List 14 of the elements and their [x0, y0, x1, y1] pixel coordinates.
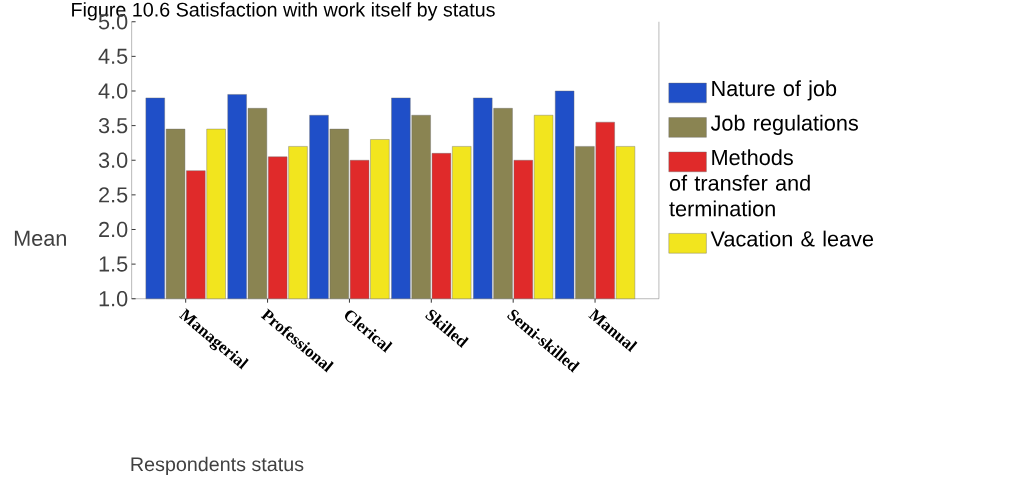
x-axis-title: Respondents status: [131, 456, 304, 476]
y-tick-label: 3.0: [98, 152, 128, 169]
y-tick-label: 3.5: [98, 118, 128, 134]
legend-label: Job regulations: [710, 114, 858, 136]
y-tick-label: 1.5: [99, 256, 128, 272]
y-tick-label: 2.0: [99, 221, 128, 238]
y-axis-title: Mean: [14, 230, 66, 247]
y-tick-label: 4.0: [98, 83, 128, 99]
legend-label: Methods of transfer and termination: [669, 149, 810, 217]
legend-label: Vacation & leave: [710, 230, 874, 247]
y-tick-label: 4.5: [98, 48, 128, 65]
y-tick-label: 1.0: [99, 291, 128, 307]
legend-label: Nature of job: [712, 80, 837, 101]
y-tick-label: 2.5: [99, 187, 128, 203]
